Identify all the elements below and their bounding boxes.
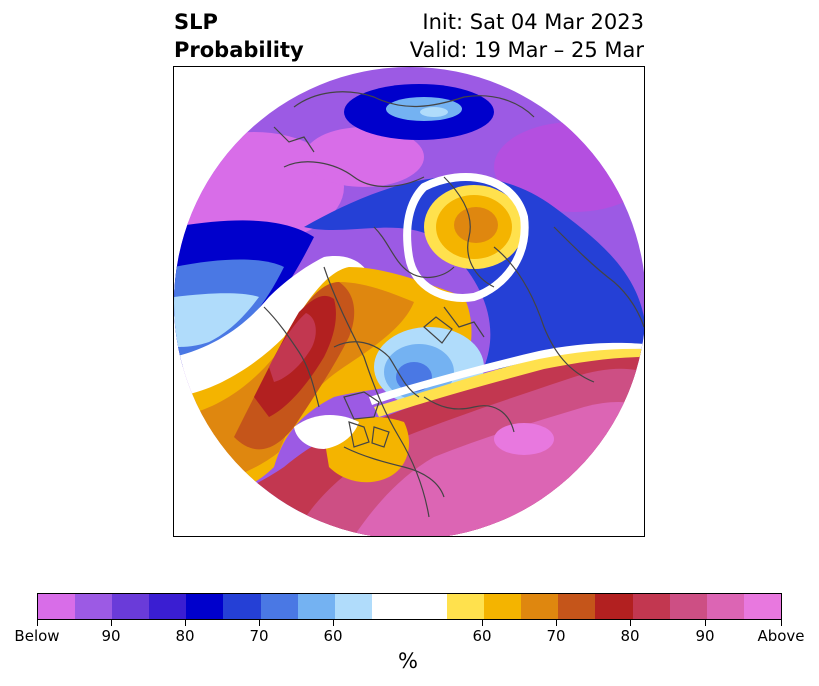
colorbar-cell [484,594,522,619]
field-below-90-north [304,127,424,187]
colorbar-tick [185,620,186,626]
colorbar-cell [743,594,781,619]
map-title: SLP Probability [174,8,304,64]
init-date: Init: Sat 04 Mar 2023 [422,10,644,34]
colorbar [37,593,782,620]
colorbar-cell [186,594,224,619]
colorbar-tick [781,620,782,626]
map-canvas [174,67,644,536]
colorbar-cell [112,594,150,619]
colorbar-tick [333,620,334,626]
colorbar-tick-label: 90 [101,627,121,645]
colorbar-cell [334,594,372,619]
colorbar-tick-label: Below [14,627,60,645]
colorbar-tick [630,620,631,626]
colorbar-unit: % [398,649,418,673]
colorbar-cell [632,594,670,619]
colorbar-cell [521,594,559,619]
colorbar-tick-label: 60 [472,627,492,645]
colorbar-cell [706,594,744,619]
colorbar-cell [260,594,298,619]
colorbar-tick [482,620,483,626]
field-below-blue-band [304,176,644,370]
valid-range: Valid: 19 Mar – 25 Mar [409,38,644,62]
colorbar-tick-label: 70 [546,627,566,645]
probability-map [173,66,645,537]
title-variable: SLP [174,10,218,34]
colorbar-cell [75,594,113,619]
colorbar-tick [37,620,38,626]
colorbar-cell [38,594,76,619]
probability-field [174,67,644,536]
title-subtitle: Probability [174,38,304,62]
colorbar-cell [595,594,633,619]
colorbar-tick [705,620,706,626]
colorbar-cell [558,594,596,619]
colorbar-tick-label: Above [757,627,805,645]
colorbar-tick-label: 90 [695,627,715,645]
forecast-info: Init: Sat 04 Mar 2023 Valid: 19 Mar – 25… [410,8,644,64]
colorbar-cell [371,594,448,619]
field-pale-blue-north [420,107,448,117]
colorbar-cell [447,594,485,619]
colorbar-tick-label: 70 [249,627,269,645]
colorbar-cell [297,594,335,619]
colorbar-tick-label: 60 [323,627,343,645]
colorbar-tick [556,620,557,626]
field-above-90-atlantic [494,423,554,455]
colorbar-tick [111,620,112,626]
colorbar-tick-label: 80 [175,627,195,645]
field-above-core-west [269,313,316,382]
colorbar-cell [669,594,707,619]
colorbar-tick [259,620,260,626]
colorbar-cell [223,594,261,619]
colorbar-tick-label: 80 [620,627,640,645]
colorbar-cell [149,594,187,619]
